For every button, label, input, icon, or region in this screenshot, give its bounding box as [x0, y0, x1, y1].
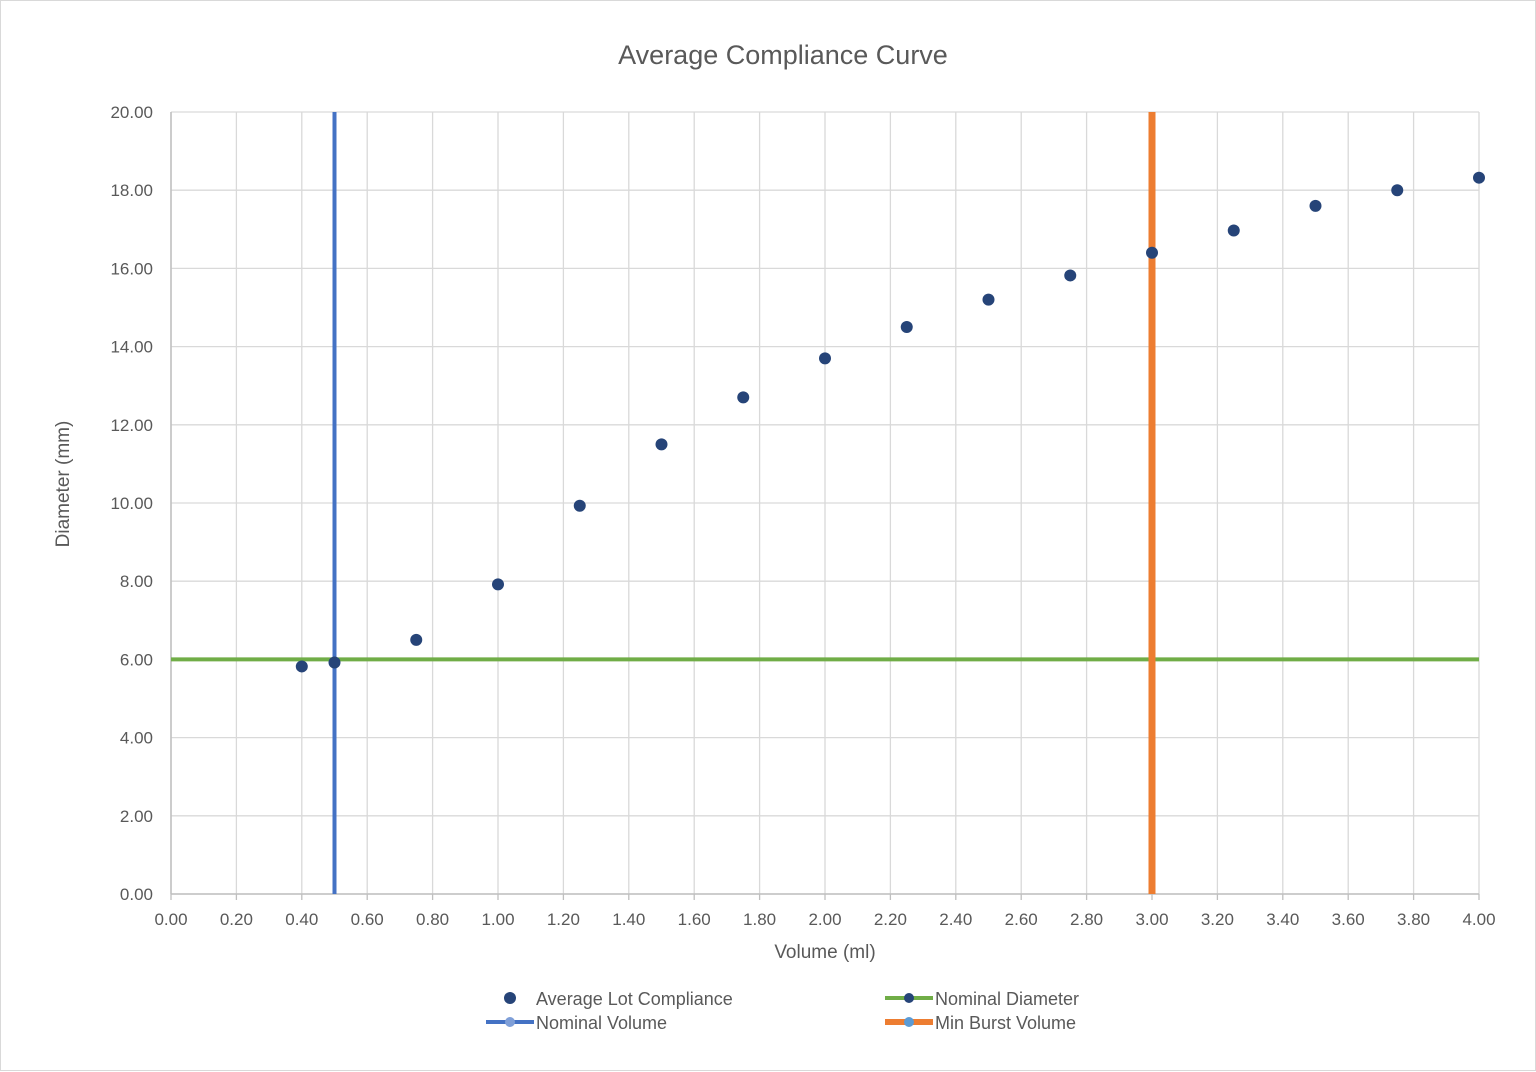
x-tick-label: 2.60 [1005, 910, 1038, 929]
data-point [900, 321, 913, 334]
x-tick-label: 3.00 [1135, 910, 1168, 929]
legend-item-nominal-diameter: Nominal Diameter [885, 989, 1079, 1009]
data-point [492, 578, 504, 591]
legend-label: Min Burst Volume [935, 1013, 1076, 1033]
data-point [1473, 171, 1485, 184]
data-point [737, 391, 750, 404]
x-tick-label: 3.20 [1201, 910, 1234, 929]
legend-item-average-lot-compliance: Average Lot Compliance [504, 989, 733, 1009]
series-layer [171, 112, 1485, 894]
data-point [982, 293, 995, 306]
data-point [655, 438, 668, 451]
legend-item-min-burst-volume: Min Burst Volume [885, 1013, 1076, 1033]
x-tick-label: 2.80 [1070, 910, 1103, 929]
y-tick-label: 8.00 [120, 572, 153, 591]
data-point [573, 499, 586, 512]
x-tick-label: 2.00 [808, 910, 841, 929]
legend-label: Nominal Diameter [935, 989, 1079, 1009]
legend-label: Average Lot Compliance [536, 989, 733, 1009]
x-tick-label: 1.80 [743, 910, 776, 929]
x-tick-label: 2.20 [874, 910, 907, 929]
data-point [1391, 184, 1404, 197]
legend-marker [504, 992, 516, 1004]
x-tick-label: 1.00 [481, 910, 514, 929]
x-tick-label: 2.40 [939, 910, 972, 929]
data-point [1227, 224, 1240, 237]
x-axis-title: Volume (ml) [774, 942, 875, 963]
x-tick-label: 1.60 [678, 910, 711, 929]
chart-title: Average Compliance Curve [618, 40, 948, 70]
y-tick-label: 18.00 [110, 181, 153, 200]
data-point [328, 656, 341, 669]
legend-marker [904, 1017, 914, 1027]
data-point [1064, 269, 1077, 282]
legend-item-nominal-volume: Nominal Volume [486, 1013, 667, 1033]
y-tick-label: 0.00 [120, 885, 153, 904]
x-tick-label: 0.00 [154, 910, 187, 929]
y-tick-label: 12.00 [110, 416, 153, 435]
y-tick-label: 20.00 [110, 103, 153, 122]
x-tick-label: 3.60 [1332, 910, 1365, 929]
x-tick-label: 0.20 [220, 910, 253, 929]
data-point [1146, 246, 1158, 259]
y-tick-label: 4.00 [120, 729, 153, 748]
x-tick-label: 0.80 [416, 910, 449, 929]
y-tick-label: 6.00 [120, 650, 153, 669]
x-tick-label: 0.60 [351, 910, 384, 929]
y-tick-label: 16.00 [110, 259, 153, 278]
x-tick-label: 0.40 [285, 910, 318, 929]
legend-label: Nominal Volume [536, 1013, 667, 1033]
x-tick-label: 3.80 [1397, 910, 1430, 929]
legend-marker [505, 1017, 515, 1027]
y-axis-title: Diameter (mm) [53, 421, 74, 548]
axis-layer: 0.00 0.20 0.40 0.60 0.80 1.00 1.20 1.40 1.60 1.80… [110, 103, 1495, 929]
legend-marker [904, 993, 914, 1003]
y-tick-label: 2.00 [120, 807, 153, 826]
x-tick-label: 4.00 [1462, 910, 1495, 929]
x-tick-label: 3.40 [1266, 910, 1299, 929]
y-tick-label: 14.00 [110, 338, 153, 357]
data-point [819, 352, 831, 365]
grid-layer [170, 111, 1480, 895]
data-point [295, 660, 308, 673]
data-point [410, 633, 423, 646]
x-tick-label: 1.40 [612, 910, 645, 929]
legend: Average Lot Compliance Nominal Diameter No… [486, 989, 1079, 1033]
data-point [1309, 199, 1322, 212]
y-tick-label: 10.00 [110, 494, 153, 513]
x-tick-label: 1.20 [547, 910, 580, 929]
